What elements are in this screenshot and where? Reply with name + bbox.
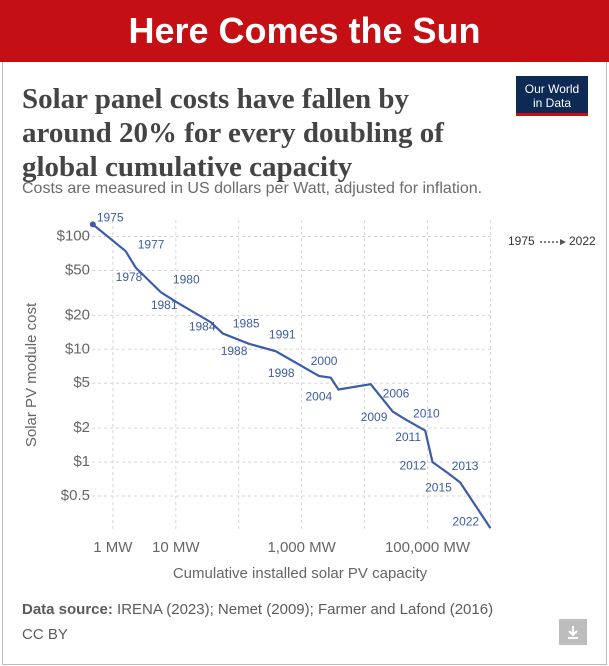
year-label: 1988 [221, 344, 248, 358]
series-line [92, 223, 492, 529]
download-icon [568, 626, 578, 639]
license: CC BY [22, 626, 68, 643]
year-label: 1985 [233, 317, 260, 331]
y-tick-label: $100 [57, 227, 90, 244]
source: Data source: IRENA (2023); Nemet (2009);… [22, 601, 493, 618]
x-tick-label: 10 MW [152, 539, 200, 556]
year-label: 1980 [173, 272, 200, 286]
year-label: 2011 [395, 430, 421, 444]
year-label: 2015 [425, 481, 452, 495]
year-label: 2022 [452, 514, 479, 528]
y-tick-label: $50 [65, 261, 90, 278]
year-label: 2004 [305, 390, 332, 404]
y-tick-label: $10 [65, 340, 90, 357]
year-label: 2009 [361, 410, 388, 424]
year-label: 1991 [269, 327, 296, 341]
legend-end: 2022 [569, 234, 596, 248]
download-button[interactable] [559, 619, 587, 645]
year-label: 2013 [452, 459, 479, 473]
x-axis-title: Cumulative installed solar PV capacity [173, 565, 428, 582]
y-tick-label: $0.5 [61, 487, 90, 504]
year-label: 1975 [97, 211, 124, 225]
year-label: 1981 [151, 298, 178, 312]
y-tick-label: $2 [73, 419, 90, 436]
logo-line: Our World [524, 82, 580, 96]
banner: Here Comes the Sun [0, 0, 609, 62]
card [2, 62, 607, 665]
x-tick-label: 100,000 MW [385, 539, 471, 556]
chart-title: Solar panel costs have fallen by around … [22, 83, 444, 183]
y-tick-label: $20 [65, 306, 90, 323]
year-label: 1984 [189, 319, 216, 333]
year-label: 2010 [413, 406, 440, 420]
year-label: 2000 [311, 354, 338, 368]
year-label: 1998 [268, 366, 295, 380]
y-axis-title: Solar PV module cost [23, 302, 40, 447]
year-label: 1978 [116, 270, 143, 284]
chart-subtitle: Costs are measured in US dollars per Wat… [22, 180, 483, 197]
x-tick-label: 1 MW [93, 539, 133, 556]
logo-line: in Data [532, 96, 572, 110]
y-tick-label: $1 [73, 453, 90, 470]
source-label: Data source: [22, 601, 113, 618]
year-label: 1977 [138, 237, 165, 251]
year-label: 2012 [399, 458, 426, 472]
legend-arrowhead [560, 239, 566, 245]
y-tick-label: $5 [73, 374, 90, 391]
source-text: IRENA (2023); Nemet (2009); Farmer and L… [117, 601, 494, 618]
legend-start: 1975 [508, 234, 535, 248]
start-point [89, 221, 96, 228]
x-tick-label: 1,000 MW [267, 539, 336, 556]
year-label: 2006 [383, 386, 410, 400]
logo[interactable]: Our World in Data [516, 76, 588, 116]
